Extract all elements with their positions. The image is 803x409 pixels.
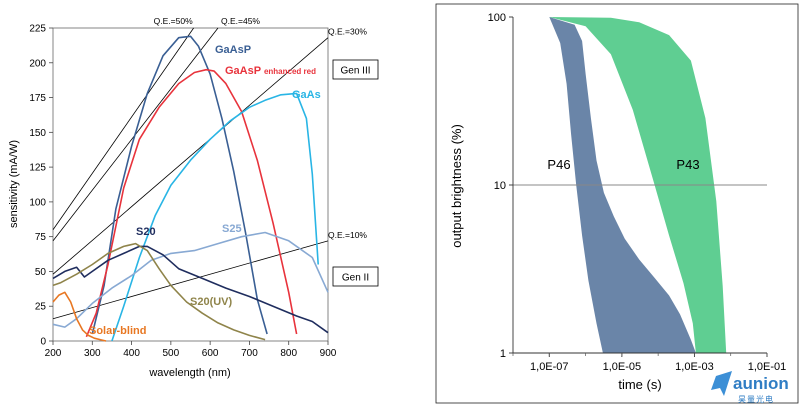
qe-label-q-e-45: Q.E.=45% [221, 16, 260, 26]
y-tick-label-75: 75 [35, 232, 47, 243]
series-label-gaas: GaAs [292, 89, 321, 101]
x-tick-label-200: 200 [45, 348, 62, 359]
aunion-logo-text: aunion [733, 374, 789, 393]
series-line-s25 [52, 231, 329, 328]
qe-label-q-e-50: Q.E.=50% [154, 16, 193, 26]
brightness-x-tick-label-1: 1,0E-05 [603, 361, 642, 373]
x-tick-label-900: 900 [320, 348, 337, 359]
series-line-s20-uv [52, 242, 266, 341]
gen-iii-label: Gen III [340, 66, 370, 77]
brightness-x-tick-label-3: 1,0E-01 [748, 361, 787, 373]
brightness-x-tick-label-0: 1,0E-07 [530, 361, 569, 373]
series-line-gaas [111, 92, 319, 342]
brightness-x-tick-label-2: 1,0E-03 [675, 361, 714, 373]
band-p43 [549, 17, 727, 353]
series-line-s20 [52, 245, 329, 334]
x-tick-label-300: 300 [84, 348, 101, 359]
series-line-solar-blind [52, 291, 107, 342]
aunion-logo-mark [711, 371, 732, 396]
y-tick-label-225: 225 [29, 24, 46, 35]
series-label-gaasp: GaAsP [215, 44, 251, 56]
series-label-s25: S25 [222, 223, 242, 235]
series-label-solar-blind: Solar-blind [89, 325, 146, 337]
x-tick-label-500: 500 [163, 348, 180, 359]
gen-ii-label: Gen II [342, 273, 369, 284]
qe-label-q-e-10: Q.E.=10% [328, 230, 367, 240]
brightness-y-tick-label-0: 1 [500, 348, 506, 360]
y-tick-label-50: 50 [35, 267, 47, 278]
sensitivity-x-axis-title: wavelength (nm) [148, 367, 230, 379]
x-tick-label-800: 800 [280, 348, 297, 359]
band-label-p46: P46 [547, 157, 570, 172]
series-line-gaasp-enhanced-red [85, 68, 298, 338]
brightness-y-tick-label-2: 100 [488, 12, 506, 24]
qe-line-q-e-50 [52, 27, 194, 230]
series-label-s20: S20 [136, 226, 156, 238]
sensitivity-axes: 200 300 400 500 600 700 800 900 0 25 50 75 100 125 150… [29, 24, 336, 360]
sensitivity-labels: GaAsP GaAsP enhanced red GaAs S25 S20 S20(UV)… [89, 44, 321, 337]
band-p46 [549, 17, 696, 353]
gen-iii-box: Gen III [332, 59, 379, 80]
gen-ii-box: Gen II [332, 266, 379, 287]
sensitivity-plot-frame [52, 27, 329, 342]
y-tick-label-175: 175 [29, 93, 46, 104]
qe-label-q-e-30: Q.E.=30% [328, 27, 367, 37]
brightness-y-tick-label-1: 10 [494, 180, 506, 192]
brightness-x-axis-title: time (s) [618, 377, 661, 392]
y-tick-label-100: 100 [29, 197, 46, 208]
sensitivity-chart: Q.E.=50% Q.E.=45% Q.E.=30% Q.E.=10% 200 300 4… [8, 16, 379, 379]
brightness-chart: P43 P46 1,0E-07 1,0E-05 1,0E-03 1,0E-01 1 10 10… [435, 3, 799, 404]
y-tick-label-200: 200 [29, 58, 46, 69]
x-tick-label-600: 600 [202, 348, 219, 359]
y-tick-label-150: 150 [29, 128, 46, 139]
x-tick-label-700: 700 [241, 348, 258, 359]
qe-line-q-e-30 [52, 37, 329, 275]
band-label-p43: P43 [676, 157, 699, 172]
x-tick-label-400: 400 [123, 348, 140, 359]
brightness-y-axis-title: output brightness (%) [449, 124, 464, 248]
brightness-axes: 1,0E-07 1,0E-05 1,0E-03 1,0E-01 1 10 100 [488, 12, 787, 373]
series-label-gaasp-enhanced-red: GaAsP enhanced red [225, 65, 316, 77]
sensitivity-series [52, 35, 329, 342]
y-tick-label-125: 125 [29, 163, 46, 174]
sensitivity-y-axis-title: sensitivity (mA/W) [8, 140, 20, 228]
y-tick-label-25: 25 [35, 302, 47, 313]
aunion-logo: aunion 昊量光电 [711, 371, 789, 404]
brightness-series: P43 P46 [547, 17, 727, 353]
series-label-s20-uv: S20(UV) [190, 296, 233, 308]
series-line-gaasp [91, 35, 268, 335]
y-tick-label-0: 0 [40, 337, 46, 348]
brightness-outer-frame [435, 3, 799, 404]
aunion-logo-subtext: 昊量光电 [738, 394, 774, 404]
